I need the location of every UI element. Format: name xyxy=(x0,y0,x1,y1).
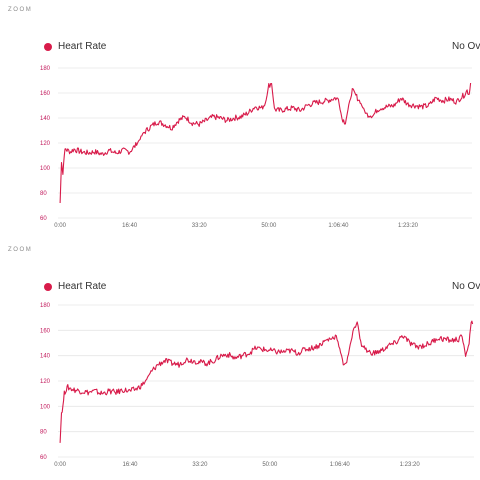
y-tick-label: 100 xyxy=(40,404,51,410)
legend[interactable]: Heart Rate xyxy=(44,281,106,292)
y-tick-label: 140 xyxy=(40,116,51,122)
chart-panel-2: ZOOM Heart Rate No Ov 60 80 100 120 140 160 18… xyxy=(0,240,480,480)
y-tick-label: 60 xyxy=(40,216,47,222)
legend-label: Heart Rate xyxy=(58,281,107,292)
y-tick-label: 180 xyxy=(40,303,51,309)
y-tick-label: 60 xyxy=(40,455,47,461)
y-tick-label: 160 xyxy=(40,91,51,97)
y-tick-label: 80 xyxy=(40,430,47,436)
legend[interactable]: Heart Rate xyxy=(44,41,106,52)
overlay-selector[interactable]: No Ove xyxy=(452,41,480,52)
zoom-label[interactable]: ZOOM xyxy=(8,7,33,13)
legend-label: Heart Rate xyxy=(58,41,107,52)
y-tick-label: 120 xyxy=(40,379,51,385)
overlay-selector[interactable]: No Ov xyxy=(452,281,480,292)
y-tick-label: 80 xyxy=(40,191,47,197)
x-tick-label: 1:06:40 xyxy=(330,462,351,468)
legend-dot-icon xyxy=(44,42,52,51)
y-tick-label: 140 xyxy=(40,354,51,360)
heart-rate-series-line xyxy=(59,82,472,204)
x-tick-label: 50:00 xyxy=(262,462,278,468)
y-tick-label: 180 xyxy=(40,66,51,72)
x-tick-label: 1:23:20 xyxy=(400,462,421,468)
heart-rate-chart: 60 80 100 120 140 160 180 0:00 16:40 33:20 50:00 1:… xyxy=(40,66,472,229)
x-tick-label: 1:06:40 xyxy=(328,223,349,229)
x-tick-label: 1:23:20 xyxy=(398,223,419,229)
x-tick-label: 50:00 xyxy=(261,223,277,229)
y-tick-label: 100 xyxy=(40,166,51,172)
heart-rate-series-line xyxy=(59,320,474,443)
heart-rate-chart: 60 80 100 120 140 160 180 0:00 16:40 33:20 50:00 1:… xyxy=(40,303,474,468)
x-tick-label: 16:40 xyxy=(122,223,138,229)
y-tick-label: 120 xyxy=(40,141,51,147)
x-tick-label: 33:20 xyxy=(192,223,208,229)
x-tick-label: 0:00 xyxy=(54,223,66,229)
zoom-label[interactable]: ZOOM xyxy=(8,247,33,253)
x-tick-label: 0:00 xyxy=(54,462,66,468)
y-tick-label: 160 xyxy=(40,328,51,334)
chart-panel-1: ZOOM Heart Rate No Ove 60 80 100 120 140 160 1… xyxy=(8,7,480,229)
legend-dot-icon xyxy=(44,282,52,291)
x-tick-label: 16:40 xyxy=(123,462,139,468)
x-tick-label: 33:20 xyxy=(192,462,208,468)
